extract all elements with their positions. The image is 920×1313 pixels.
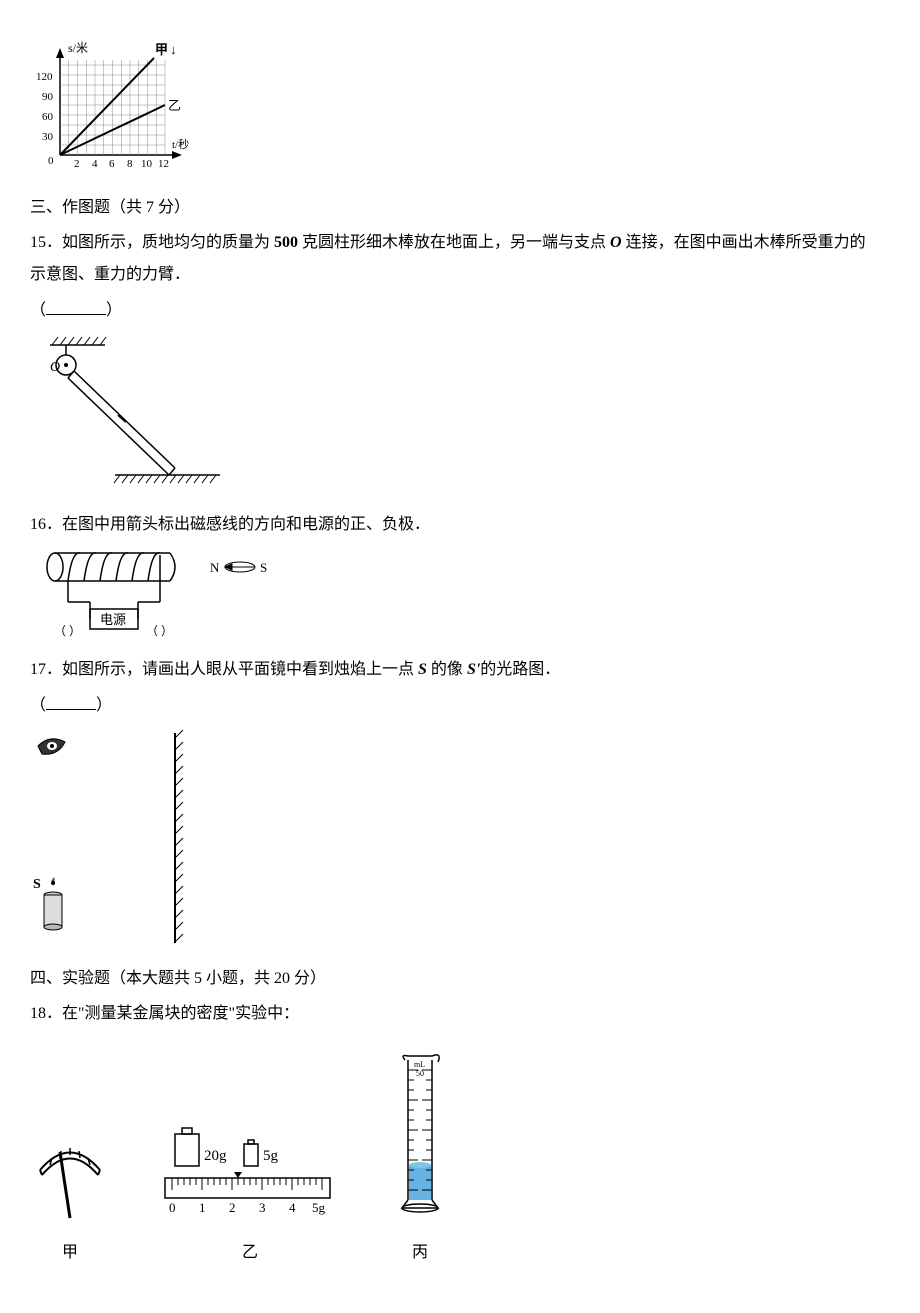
weight-5g: 5g xyxy=(263,1148,279,1164)
cylinder-group: mL 50 丙 xyxy=(390,1050,450,1268)
q17-blank-line: （） xyxy=(30,690,880,722)
q15-figure: O xyxy=(30,333,880,504)
q17-suffix: 的光路图． xyxy=(480,661,560,678)
compass-s: S xyxy=(260,560,267,575)
y-axis-label: s/米 xyxy=(68,41,88,55)
x-axis-label: t/秒 xyxy=(172,137,189,151)
q15-paren-close: ） xyxy=(106,302,122,319)
mirror-svg: S xyxy=(30,728,210,948)
q17-figure: S xyxy=(30,728,880,959)
question-15: 15．如图所示，质地均匀的质量为 500 克圆柱形细木棒放在地面上，另一端与支点… xyxy=(30,227,880,291)
ytick-90: 90 xyxy=(42,91,54,103)
q17-sprime: S' xyxy=(467,661,480,678)
line-b-label: 乙 xyxy=(168,98,181,113)
q17-blank[interactable] xyxy=(46,692,96,710)
ruler-2: 2 xyxy=(229,1200,236,1215)
xtick-10: 10 xyxy=(141,158,153,170)
q15-prefix: 15．如图所示，质地均匀的质量为 xyxy=(30,234,274,251)
distance-time-chart: s/米 甲 ↓ xyxy=(30,40,880,186)
cylinder-50: 50 xyxy=(416,1069,424,1078)
ruler-4: 4 xyxy=(289,1200,296,1215)
q17-s: S xyxy=(418,661,427,678)
weight-20g: 20g xyxy=(204,1148,227,1164)
ruler-5g: 5g xyxy=(312,1200,326,1215)
chart-svg: s/米 甲 ↓ xyxy=(30,40,195,175)
q17-paren-close: ） xyxy=(96,697,112,714)
line-a-tick: ↓ xyxy=(170,42,177,57)
cylinder-svg: mL 50 xyxy=(390,1050,450,1220)
pivot-o-label: O xyxy=(50,360,60,375)
ytick-60: 60 xyxy=(42,111,54,123)
power-label: 电源 xyxy=(100,612,126,627)
question-17: 17．如图所示，请画出人眼从平面镜中看到烛焰上一点 S 的像 S'的光路图． xyxy=(30,654,880,686)
xtick-4: 4 xyxy=(92,158,98,170)
q17-mid: 的像 xyxy=(427,661,467,678)
q15-pivot: O xyxy=(610,234,622,251)
section-4-header: 四、实验题（本大题共 5 小题，共 20 分） xyxy=(30,965,880,994)
cylinder-ml: mL xyxy=(414,1060,425,1069)
ytick-30: 30 xyxy=(42,131,54,143)
xtick-8: 8 xyxy=(127,158,133,170)
label-b: 乙 xyxy=(160,1239,340,1268)
q15-mid: 克圆柱形细木棒放在地面上，另一端与支点 xyxy=(298,234,610,251)
q15-blank-line: （） xyxy=(30,295,880,327)
ruler-3: 3 xyxy=(259,1200,266,1215)
line-a xyxy=(60,58,154,155)
ruler-0: 0 xyxy=(169,1200,176,1215)
eye-icon xyxy=(38,739,65,754)
xtick-12: 12 xyxy=(158,158,169,170)
weights-ruler-group: 20g 5g xyxy=(160,1120,340,1268)
xtick-2: 2 xyxy=(74,158,80,170)
ytick-120: 120 xyxy=(36,71,53,83)
balance-pointer-group: 甲 xyxy=(30,1130,110,1268)
question-16: 16．在图中用箭头标出磁感线的方向和电源的正、负极． xyxy=(30,509,880,541)
xtick-6: 6 xyxy=(109,158,115,170)
q17-paren-open: （ xyxy=(30,697,46,714)
label-c: 丙 xyxy=(390,1239,450,1268)
label-a: 甲 xyxy=(30,1239,110,1268)
q15-mass: 500 xyxy=(274,234,298,251)
q15-blank[interactable] xyxy=(46,297,106,315)
s-point-label: S xyxy=(33,877,41,892)
balance-svg xyxy=(30,1130,110,1220)
line-a-label: 甲 xyxy=(155,42,168,57)
solenoid-svg: 电源 （ ） （ ） N S xyxy=(30,547,280,637)
compass-n: N xyxy=(210,560,220,575)
ruler-1: 1 xyxy=(199,1200,206,1215)
weights-svg: 20g 5g xyxy=(160,1120,340,1220)
grid xyxy=(60,60,165,155)
right-terminal: （ ） xyxy=(146,624,173,637)
q15-paren-open: （ xyxy=(30,302,46,319)
q17-prefix: 17．如图所示，请画出人眼从平面镜中看到烛焰上一点 xyxy=(30,661,418,678)
section-3-header: 三、作图题（共 7 分） xyxy=(30,194,880,223)
origin-0: 0 xyxy=(48,155,54,167)
left-terminal: （ ） xyxy=(54,624,81,637)
lever-svg: O xyxy=(30,333,220,493)
q16-figure: 电源 （ ） （ ） N S xyxy=(30,547,880,648)
q18-figure: 甲 20g 5g xyxy=(30,1050,880,1268)
question-18: 18．在"测量某金属块的密度"实验中： xyxy=(30,998,880,1030)
